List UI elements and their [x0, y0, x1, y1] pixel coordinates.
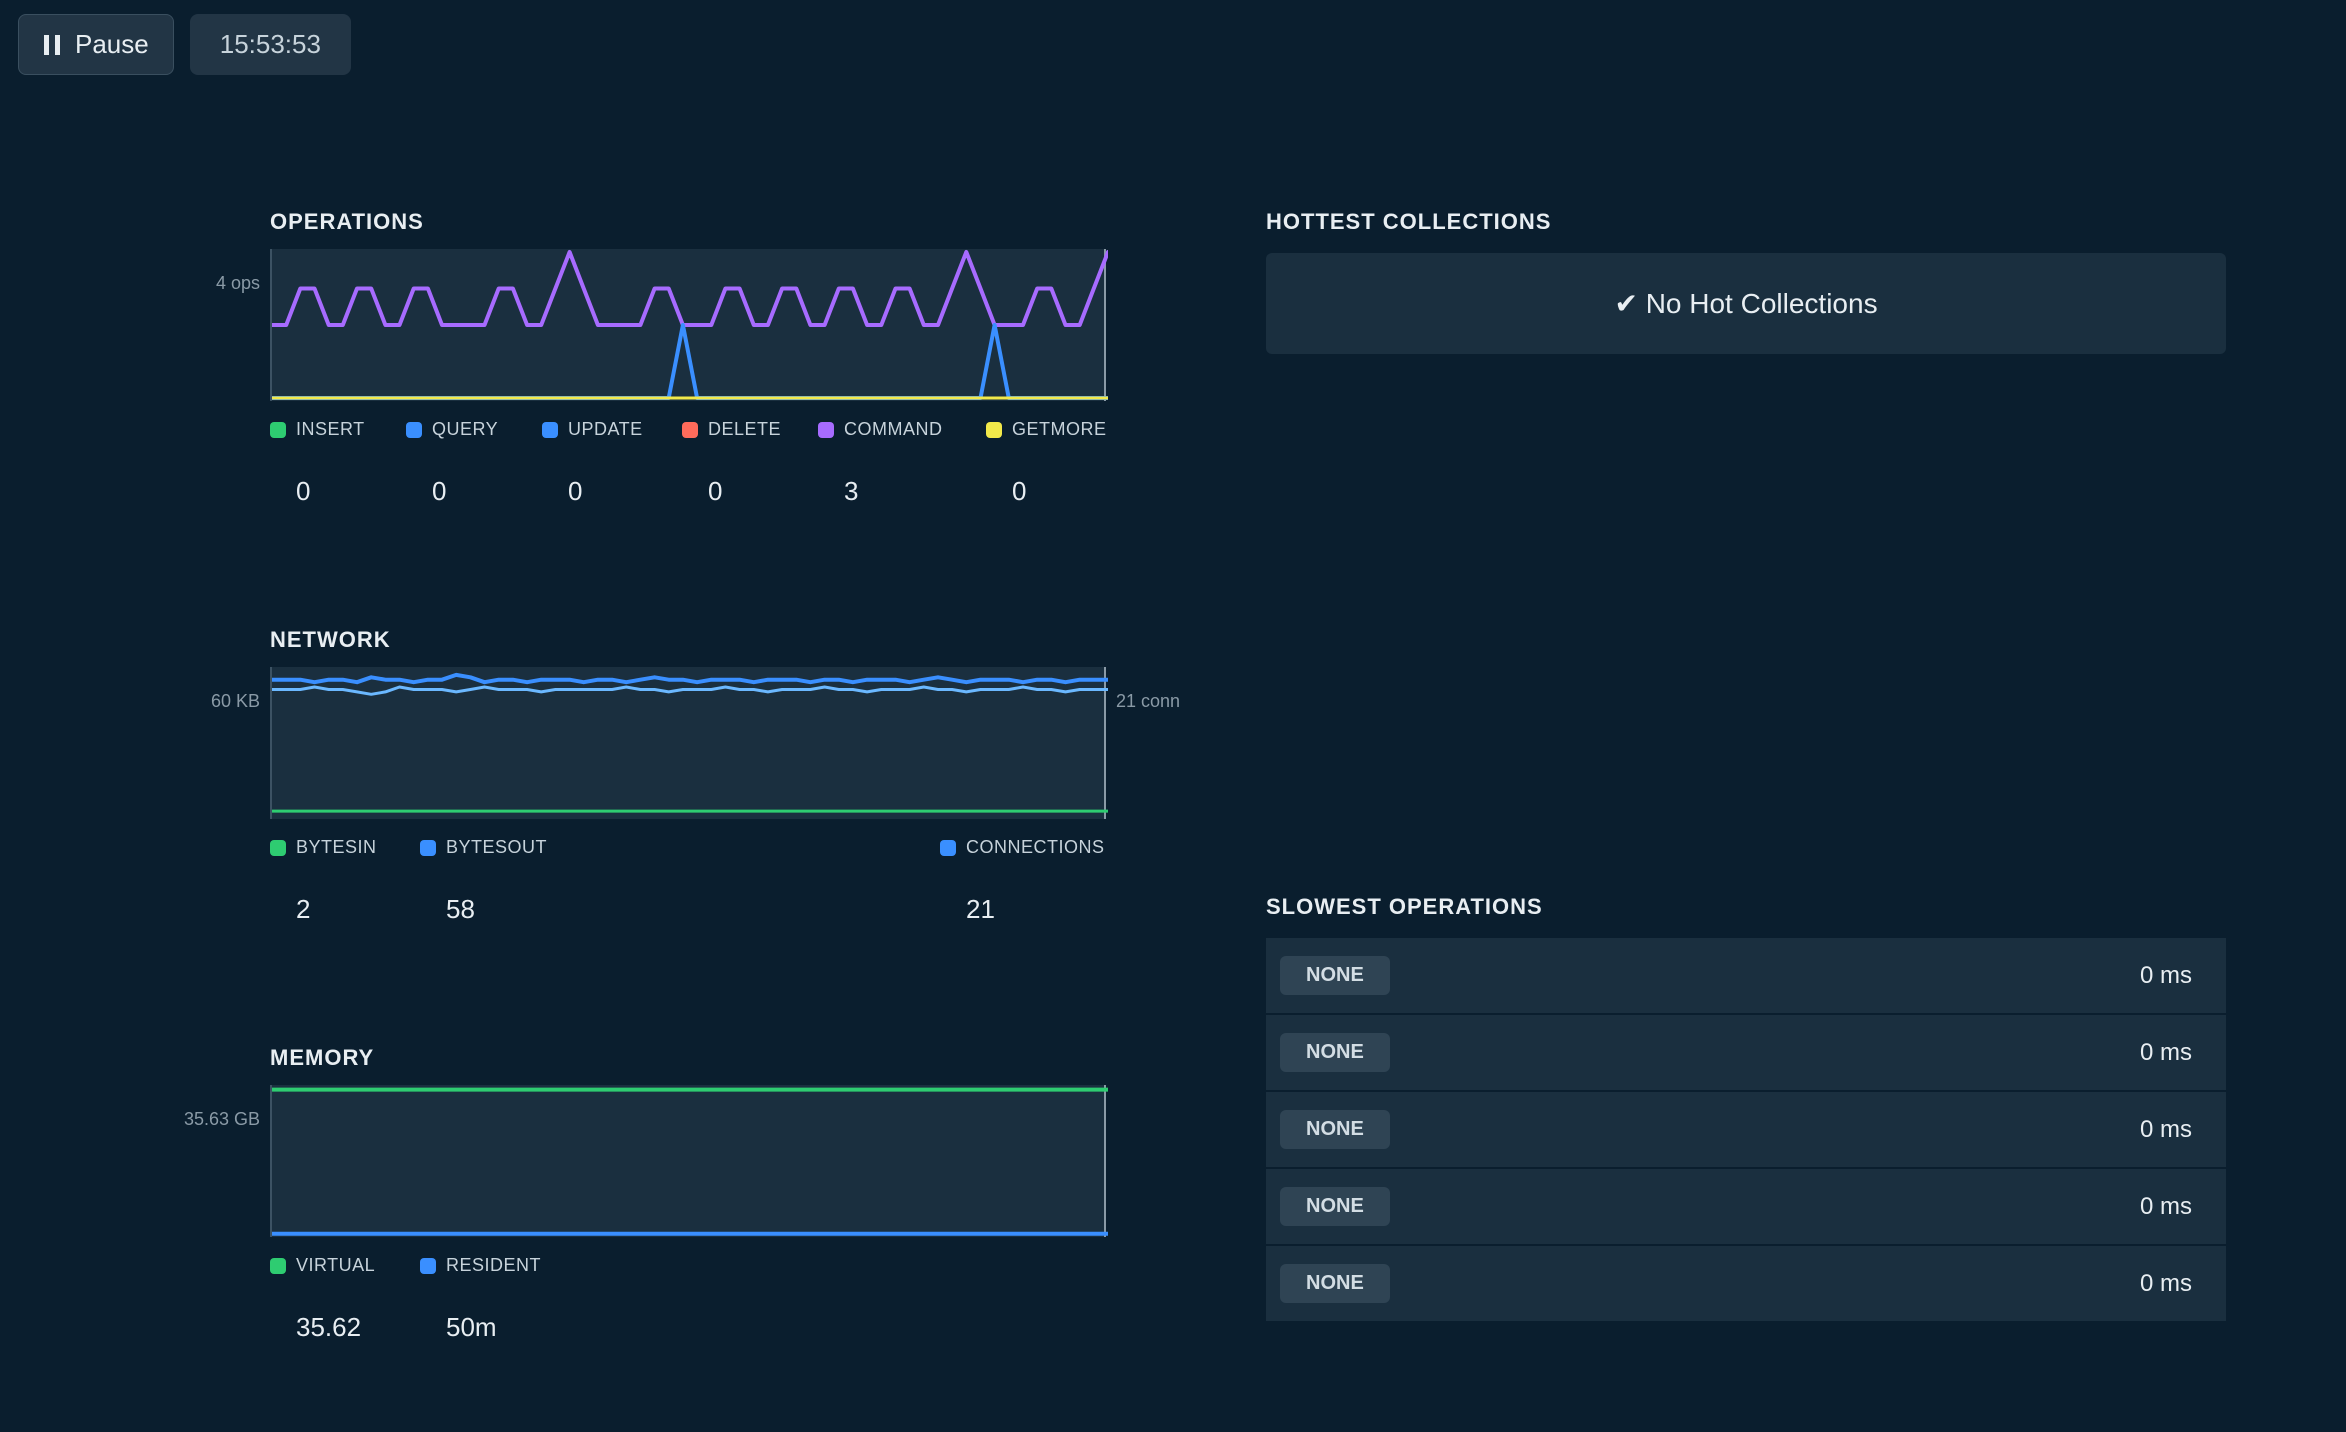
legend-label: BYTESOUT — [446, 837, 547, 858]
slowest-op-row[interactable]: NONE 0 ms — [1266, 1246, 2226, 1321]
hottest-collections-panel: HOTTEST COLLECTIONS ✔ No Hot Collections — [1266, 209, 2226, 354]
legend-label: COMMAND — [844, 419, 943, 440]
op-time: 0 ms — [2140, 1270, 2192, 1298]
legend-value: 3 — [844, 476, 858, 507]
legend-value: 58 — [446, 894, 475, 925]
legend-value: 0 — [1012, 476, 1026, 507]
legend-swatch — [270, 1258, 286, 1274]
legend-label: DELETE — [708, 419, 781, 440]
legend-swatch — [682, 422, 698, 438]
memory-chart — [270, 1085, 1106, 1237]
legend-swatch — [270, 840, 286, 856]
legend-item: GETMORE 0 — [986, 419, 1116, 507]
slowest-op-row[interactable]: NONE 0 ms — [1266, 1092, 2226, 1167]
legend-item: VIRTUAL 35.62 — [270, 1255, 420, 1343]
legend-item: BYTESOUT 58 — [420, 837, 940, 925]
legend-value: 0 — [568, 476, 582, 507]
legend-value: 2 — [296, 894, 310, 925]
legend-item: UPDATE 0 — [542, 419, 682, 507]
network-chart — [270, 667, 1106, 819]
legend-item: DELETE 0 — [682, 419, 818, 507]
legend-label: RESIDENT — [446, 1255, 541, 1276]
memory-ylabel: 35.63 GB — [170, 1085, 270, 1130]
legend-swatch — [270, 422, 286, 438]
legend-item: BYTESIN 2 — [270, 837, 420, 925]
legend-label: GETMORE — [1012, 419, 1107, 440]
legend-swatch — [940, 840, 956, 856]
legend-value: 21 — [966, 894, 995, 925]
operations-ylabel: 4 ops — [170, 249, 270, 294]
memory-panel: MEMORY 35.63 GB VIRTUAL 35.62 RESIDENT 50m — [170, 1045, 1186, 1343]
op-time: 0 ms — [2140, 1193, 2192, 1221]
legend-swatch — [406, 422, 422, 438]
slowest-op-row[interactable]: NONE 0 ms — [1266, 1169, 2226, 1244]
legend-item: RESIDENT 50m — [420, 1255, 570, 1343]
slowest-title: SLOWEST OPERATIONS — [1266, 894, 2226, 920]
op-badge: NONE — [1280, 1264, 1390, 1303]
legend-label: UPDATE — [568, 419, 643, 440]
memory-legend: VIRTUAL 35.62 RESIDENT 50m — [270, 1255, 1186, 1343]
legend-value: 0 — [708, 476, 722, 507]
op-time: 0 ms — [2140, 1116, 2192, 1144]
memory-title: MEMORY — [270, 1045, 1186, 1071]
legend-swatch — [818, 422, 834, 438]
op-badge: NONE — [1280, 1110, 1390, 1149]
legend-value: 0 — [432, 476, 446, 507]
op-badge: NONE — [1280, 1187, 1390, 1226]
op-badge: NONE — [1280, 1033, 1390, 1072]
legend-swatch — [542, 422, 558, 438]
op-time: 0 ms — [2140, 962, 2192, 990]
legend-item: QUERY 0 — [406, 419, 542, 507]
pause-icon — [43, 34, 61, 56]
legend-label: CONNECTIONS — [966, 837, 1105, 858]
timestamp: 15:53:53 — [220, 29, 321, 60]
slowest-operations-panel: SLOWEST OPERATIONS NONE 0 ms NONE 0 ms NONE 0… — [1266, 894, 2226, 1321]
hottest-empty-card: ✔ No Hot Collections — [1266, 253, 2226, 354]
network-title: NETWORK — [270, 627, 1186, 653]
operations-legend: INSERT 0 QUERY 0 UPDATE 0 DELETE 0 COMMAND 3 GETMO… — [270, 419, 1186, 507]
legend-label: INSERT — [296, 419, 365, 440]
legend-label: BYTESIN — [296, 837, 377, 858]
legend-swatch — [420, 1258, 436, 1274]
legend-item: CONNECTIONS 21 — [940, 837, 1110, 925]
network-panel: NETWORK 60 KB 21 conn BYTESIN 2 BYTESOUT 58… — [170, 627, 1186, 925]
legend-label: VIRTUAL — [296, 1255, 375, 1276]
slowest-list: NONE 0 ms NONE 0 ms NONE 0 ms NONE 0 ms NONE 0 ms — [1266, 938, 2226, 1321]
pause-label: Pause — [75, 29, 149, 60]
hottest-title: HOTTEST COLLECTIONS — [1266, 209, 2226, 235]
hottest-empty-text: No Hot Collections — [1646, 288, 1878, 319]
operations-panel: OPERATIONS 4 ops INSERT0QUERY0UPDATE0DEL… — [170, 209, 1186, 507]
slowest-op-row[interactable]: NONE 0 ms — [1266, 1015, 2226, 1090]
legend-value: 35.62 — [296, 1312, 361, 1343]
operations-title: OPERATIONS — [270, 209, 1186, 235]
legend-item: COMMAND 3 — [818, 419, 986, 507]
network-ylabel-left: 60 KB — [170, 667, 270, 712]
network-ylabel-right: 21 conn — [1106, 667, 1186, 712]
slowest-op-row[interactable]: NONE 0 ms — [1266, 938, 2226, 1013]
pause-button[interactable]: Pause — [18, 14, 174, 75]
op-time: 0 ms — [2140, 1039, 2192, 1067]
legend-item: INSERT 0 — [270, 419, 406, 507]
legend-value: 50m — [446, 1312, 497, 1343]
timestamp-box: 15:53:53 — [190, 14, 351, 75]
topbar: Pause 15:53:53 — [0, 0, 2346, 89]
op-badge: NONE — [1280, 956, 1390, 995]
legend-swatch — [420, 840, 436, 856]
legend-swatch — [986, 422, 1002, 438]
legend-value: 0 — [296, 476, 310, 507]
legend-label: QUERY — [432, 419, 498, 440]
network-legend: BYTESIN 2 BYTESOUT 58 CONNECTIONS 21 — [270, 837, 1186, 925]
operations-chart — [270, 249, 1106, 401]
check-icon: ✔ — [1614, 288, 1637, 319]
